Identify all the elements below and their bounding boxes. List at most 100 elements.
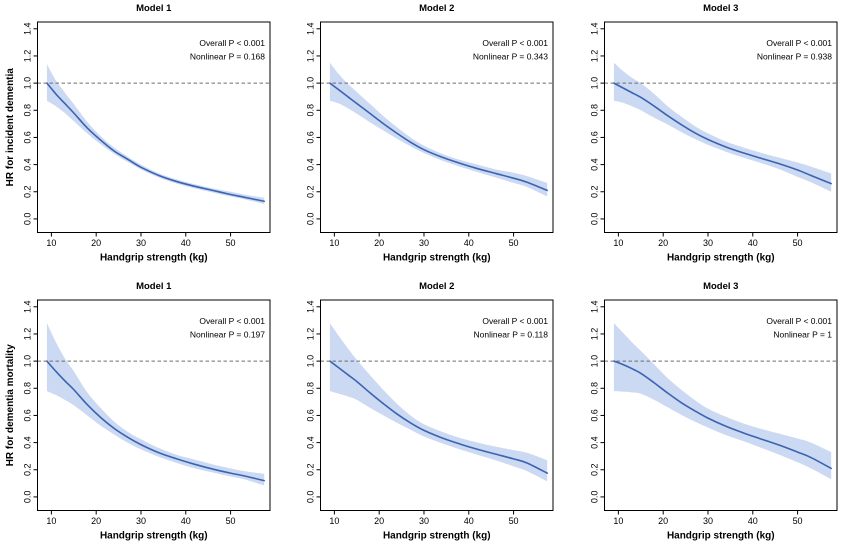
y-tick-label: 0.0	[589, 490, 599, 503]
x-tick-label: 10	[330, 515, 340, 525]
y-tick-label: 1.0	[22, 354, 32, 367]
x-tick-label: 10	[46, 238, 56, 248]
y-tick-label: 1.4	[22, 300, 32, 313]
annotation-overall-p: Overall P < 0.001	[766, 316, 832, 326]
y-tick-label: 1.4	[306, 300, 316, 313]
y-tick-label: 0.6	[589, 409, 599, 422]
x-axis-title: Handgrip strength (kg)	[100, 530, 208, 541]
x-tick-label: 50	[509, 238, 519, 248]
y-tick-label: 1.2	[22, 327, 32, 340]
y-tick-label: 0.4	[306, 158, 316, 171]
x-axis-title: Handgrip strength (kg)	[667, 252, 775, 263]
plot-box	[603, 299, 838, 511]
x-axis-title: Handgrip strength (kg)	[667, 530, 775, 541]
hr-curve	[612, 82, 832, 185]
x-tick-label: 20	[375, 238, 385, 248]
annotation-overall-p: Overall P < 0.001	[766, 38, 832, 48]
x-tick-label: 10	[46, 515, 56, 525]
annotation-nonlinear-p: Nonlinear P = 0.938	[757, 52, 832, 62]
y-axis-title: HR for dementia mortality	[5, 343, 16, 465]
y-tick-label: 1.4	[589, 23, 599, 36]
y-tick-label: 0.6	[589, 131, 599, 144]
x-tick-label: 40	[181, 238, 191, 248]
y-tick-label: 0.2	[306, 463, 316, 476]
x-tick-label: 50	[792, 515, 802, 525]
panel-dementia-mortality-model-3: Model 3 10 20 30 40 50 0.0 0.2 0.4 0.6 0.8 1.0 1.2 1.…	[567, 278, 850, 555]
y-tick-label: 0.0	[306, 490, 316, 503]
panel-dementia-mortality-model-1: Model 1 10 20 30 40 50 0.0 0.2 0.4 0.6 0.8 1.0 1.2 1.…	[0, 278, 283, 555]
y-tick-label: 0.4	[306, 436, 316, 449]
annotation-overall-p: Overall P < 0.001	[483, 316, 549, 326]
panel-svg: Model 1 10 20 30 40 50 0.0 0.2 0.4 0.6 0.8 1.0 1.2 1.…	[5, 3, 271, 263]
annotation-overall-p: Overall P < 0.001	[199, 38, 265, 48]
y-tick-label: 0.6	[22, 131, 32, 144]
x-tick-label: 20	[658, 238, 668, 248]
y-tick-label: 1.0	[306, 354, 316, 367]
panel-dementia-mortality-model-2: Model 2 10 20 30 40 50 0.0 0.2 0.4 0.6 0.8 1.0 1.2 1.…	[283, 278, 566, 555]
y-tick-label: 1.4	[306, 23, 316, 36]
confidence-band	[613, 62, 831, 192]
x-tick-label: 50	[226, 515, 236, 525]
x-tick-label: 40	[464, 515, 474, 525]
y-tick-label: 0.8	[589, 104, 599, 116]
y-tick-label: 1.2	[22, 50, 32, 63]
y-tick-label: 0.4	[589, 436, 599, 449]
hr-curve	[46, 82, 265, 203]
x-tick-label: 40	[747, 515, 757, 525]
plot-box	[320, 299, 554, 511]
y-tick-label: 1.0	[589, 354, 599, 367]
x-tick-label: 30	[419, 515, 429, 525]
x-tick-label: 30	[419, 238, 429, 248]
y-tick-label: 0.6	[22, 409, 32, 422]
x-tick-label: 30	[703, 515, 713, 525]
hr-curve	[329, 359, 549, 474]
y-tick-label: 0.6	[306, 131, 316, 144]
y-tick-label: 0.8	[22, 104, 32, 116]
y-tick-label: 0.2	[22, 186, 32, 199]
panel-title: Model 2	[419, 281, 454, 292]
y-tick-label: 1.4	[22, 23, 32, 36]
x-tick-label: 30	[136, 238, 146, 248]
confidence-band	[46, 64, 265, 204]
confidence-band	[330, 322, 548, 481]
y-tick-label: 0.8	[22, 382, 32, 395]
y-tick-label: 0.4	[22, 158, 32, 171]
y-tick-label: 0.2	[589, 463, 599, 476]
y-tick-label: 1.0	[306, 77, 316, 90]
y-tick-label: 0.4	[22, 436, 32, 449]
panel-incident-dementia-model-1: Model 1 10 20 30 40 50 0.0 0.2 0.4 0.6 0.8 1.0 1.2 1.…	[0, 0, 283, 278]
y-tick-label: 0.2	[306, 186, 316, 199]
x-tick-label: 20	[375, 515, 385, 525]
x-axis-title: Handgrip strength (kg)	[100, 252, 208, 263]
plot-box	[320, 21, 554, 233]
y-tick-label: 0.8	[589, 382, 599, 395]
hr-curve	[46, 359, 265, 481]
x-tick-label: 20	[658, 515, 668, 525]
panel-svg: Model 2 10 20 30 40 50 0.0 0.2 0.4 0.6 0.8 1.0 1.2 1.…	[306, 281, 554, 541]
y-tick-label: 0.0	[589, 213, 599, 226]
x-axis-title: Handgrip strength (kg)	[383, 530, 491, 541]
y-tick-label: 0.8	[306, 382, 316, 395]
confidence-band	[330, 62, 548, 197]
y-tick-label: 0.2	[589, 186, 599, 199]
y-tick-label: 1.0	[589, 77, 599, 90]
x-tick-label: 40	[747, 238, 757, 248]
plot-box	[603, 21, 838, 233]
x-tick-label: 50	[509, 515, 519, 525]
x-tick-label: 40	[464, 238, 474, 248]
panel-svg: Model 1 10 20 30 40 50 0.0 0.2 0.4 0.6 0.8 1.0 1.2 1.…	[5, 281, 271, 541]
x-tick-label: 50	[792, 238, 802, 248]
y-axis-title: HR for incident dementia	[5, 68, 16, 187]
confidence-band	[613, 322, 831, 479]
y-tick-label: 1.4	[589, 300, 599, 313]
x-tick-label: 50	[226, 238, 236, 248]
x-tick-label: 40	[181, 515, 191, 525]
panel-title: Model 3	[703, 281, 738, 292]
annotation-overall-p: Overall P < 0.001	[483, 38, 549, 48]
annotation-nonlinear-p: Nonlinear P = 1	[773, 329, 832, 339]
panel-title: Model 3	[703, 3, 738, 14]
annotation-nonlinear-p: Nonlinear P = 0.197	[190, 329, 265, 339]
panel-title: Model 2	[419, 3, 454, 14]
y-tick-label: 0.2	[22, 463, 32, 476]
